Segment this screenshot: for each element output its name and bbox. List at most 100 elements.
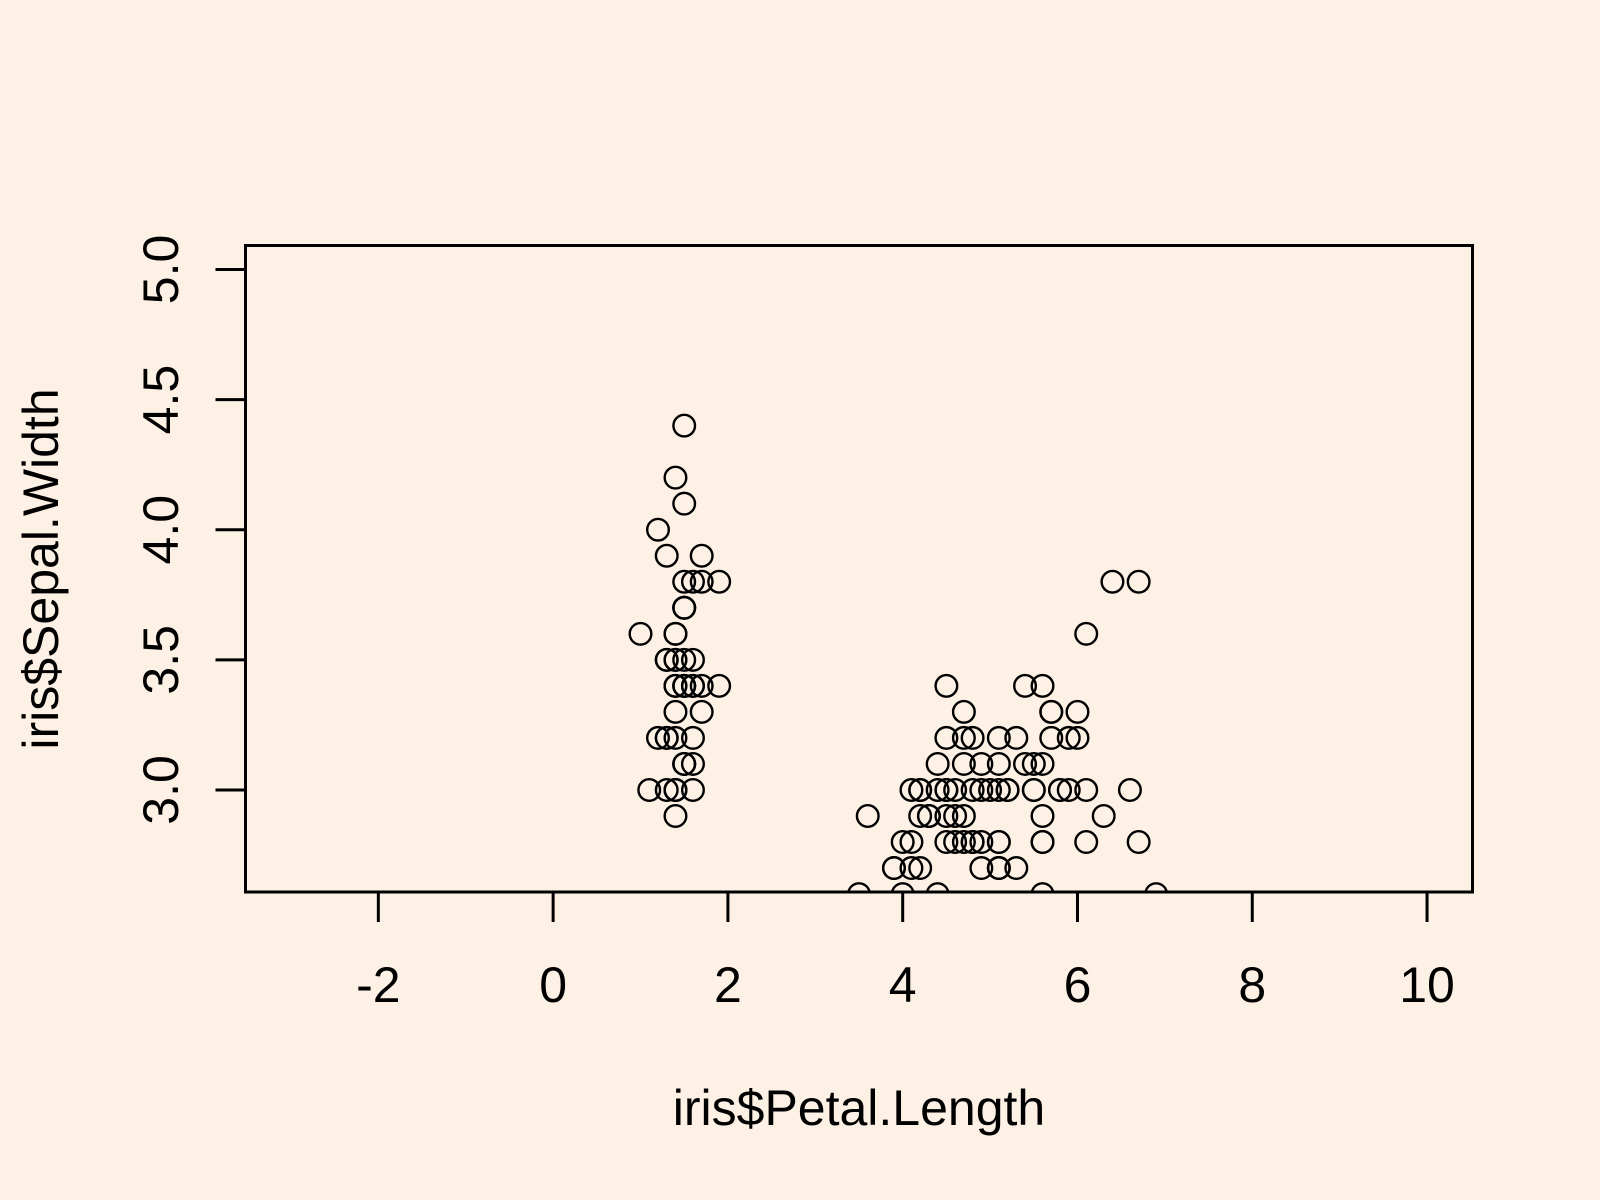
x-tick-label: 4 <box>889 957 917 1013</box>
data-point <box>951 830 976 855</box>
data-point <box>925 751 950 776</box>
data-point <box>663 777 688 802</box>
data-point <box>663 804 688 829</box>
data-point <box>925 777 950 802</box>
data-point <box>986 725 1011 750</box>
data-point <box>934 673 959 698</box>
data-point <box>663 647 688 672</box>
data-point <box>960 777 985 802</box>
data-point <box>1074 621 1099 646</box>
data-point <box>672 647 697 672</box>
data-point <box>934 804 959 829</box>
data-point <box>1030 882 1055 892</box>
data-point <box>986 751 1011 776</box>
y-tick-label: 3.0 <box>133 755 189 825</box>
data-point <box>951 725 976 750</box>
data-point <box>1030 751 1055 776</box>
data-point <box>1074 830 1099 855</box>
data-point <box>899 856 924 881</box>
data-point <box>925 882 950 892</box>
data-point <box>663 465 688 490</box>
data-points <box>628 413 1168 892</box>
y-tick-label: 3.5 <box>133 625 189 695</box>
data-point <box>680 751 705 776</box>
data-point <box>1013 751 1038 776</box>
data-point <box>908 777 933 802</box>
data-point <box>1039 699 1064 724</box>
data-point <box>628 621 653 646</box>
data-point <box>680 725 705 750</box>
data-point <box>1091 804 1116 829</box>
data-point <box>978 777 1003 802</box>
y-axis-title: iris$Sepal.Width <box>13 388 69 749</box>
data-point <box>1126 830 1151 855</box>
data-point <box>1039 725 1064 750</box>
x-tick-label: 0 <box>539 957 567 1013</box>
data-point <box>689 699 714 724</box>
data-point <box>847 882 871 892</box>
data-point <box>986 856 1011 881</box>
data-point <box>1100 569 1125 594</box>
data-point <box>890 882 915 892</box>
data-point <box>663 699 688 724</box>
data-point <box>934 830 959 855</box>
x-tick-label: 2 <box>714 957 742 1013</box>
x-tick-label: -2 <box>356 957 400 1013</box>
data-point <box>890 830 915 855</box>
data-point <box>663 621 688 646</box>
data-point <box>654 725 679 750</box>
data-point <box>689 569 714 594</box>
data-point <box>645 725 670 750</box>
data-point <box>969 856 994 881</box>
data-point <box>943 804 968 829</box>
data-point <box>1004 856 1029 881</box>
data-point <box>1030 830 1055 855</box>
data-point <box>969 777 994 802</box>
data-point <box>680 673 705 698</box>
data-point <box>654 777 679 802</box>
data-point <box>899 777 924 802</box>
data-point <box>855 804 880 829</box>
x-tick-label: 8 <box>1238 957 1266 1013</box>
data-point <box>1004 725 1029 750</box>
data-point <box>969 751 994 776</box>
data-point <box>680 647 705 672</box>
data-point <box>1030 804 1055 829</box>
y-tick-label: 4.0 <box>133 495 189 565</box>
data-point <box>943 830 968 855</box>
data-point <box>1021 751 1046 776</box>
y-axis: 3.0 3.5 4.0 4.5 5.0 <box>133 235 246 825</box>
data-point <box>1056 777 1081 802</box>
data-point <box>672 491 697 516</box>
x-tick-label: 6 <box>1064 957 1092 1013</box>
plot-area-border <box>244 244 1474 894</box>
x-axis: -2 0 2 4 6 8 10 <box>356 892 1455 1013</box>
y-tick-label: 4.5 <box>133 365 189 435</box>
data-point <box>908 856 933 881</box>
data-point <box>1021 777 1046 802</box>
data-point <box>986 777 1011 802</box>
y-tick-label: 5.0 <box>133 235 189 305</box>
x-axis-title: iris$Petal.Length <box>673 1080 1045 1136</box>
data-point <box>680 569 705 594</box>
data-point <box>645 517 670 542</box>
x-tick-label: 10 <box>1399 957 1455 1013</box>
data-point <box>1117 777 1142 802</box>
data-point <box>951 804 976 829</box>
data-point <box>1030 673 1055 698</box>
data-point <box>672 595 697 620</box>
data-point <box>672 751 697 776</box>
data-point <box>707 673 732 698</box>
data-point <box>986 830 1011 855</box>
data-point <box>654 647 679 672</box>
data-point <box>1013 673 1038 698</box>
data-point <box>672 673 697 698</box>
data-point <box>934 725 959 750</box>
data-point <box>637 777 662 802</box>
data-point <box>1065 725 1090 750</box>
data-point <box>916 804 941 829</box>
data-point <box>1056 725 1081 750</box>
data-point <box>1048 777 1073 802</box>
